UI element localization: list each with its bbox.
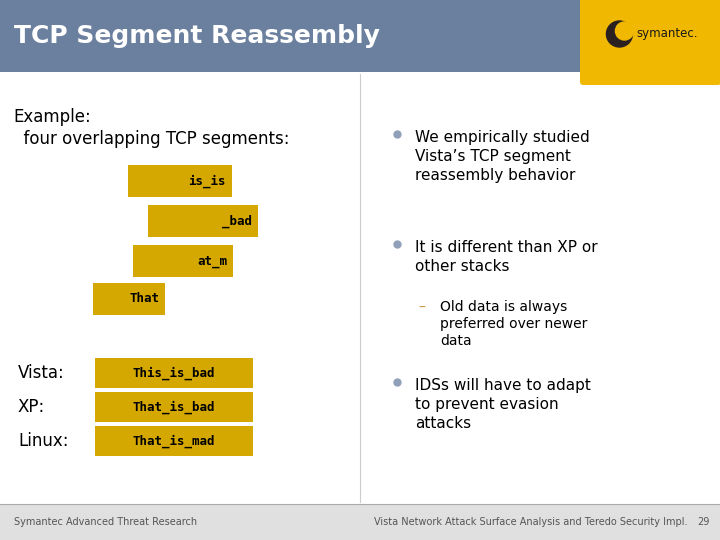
Bar [95,426,253,456]
Text: to prevent evasion: to prevent evasion [415,397,559,412]
Text: four overlapping TCP segments:: four overlapping TCP segments: [13,130,289,148]
Text: –: – [418,301,425,315]
Text: Vista Network Attack Surface Analysis and Teredo Security Impl.: Vista Network Attack Surface Analysis an… [374,517,688,527]
Text: symantec.: symantec. [636,28,698,40]
Text: That_is_bad: That_is_bad [132,400,215,414]
Bar [93,283,165,315]
Text: This_is_bad: This_is_bad [132,366,215,380]
Circle shape [616,22,634,40]
Text: attacks: attacks [415,416,471,431]
Bar [95,392,253,422]
Bar [0,0,720,72]
Bar [95,358,253,388]
Text: Old data is always: Old data is always [440,300,567,314]
Text: That: That [129,293,159,306]
Bar [0,504,720,540]
Text: preferred over newer: preferred over newer [440,317,588,331]
Text: reassembly behavior: reassembly behavior [415,168,575,183]
Bar [148,205,258,237]
Bar [133,245,233,277]
Text: Vista’s TCP segment: Vista’s TCP segment [415,149,571,164]
Text: at_m: at_m [197,254,227,267]
Text: Example:: Example: [13,108,91,126]
Text: That_is_mad: That_is_mad [132,434,215,448]
Bar [128,165,232,197]
Text: XP:: XP: [18,398,45,416]
Text: _bad: _bad [222,214,252,228]
Text: is_is: is_is [189,174,226,188]
Text: IDSs will have to adapt: IDSs will have to adapt [415,378,591,393]
Text: data: data [440,334,472,348]
Text: Linux:: Linux: [18,432,68,450]
Text: 29: 29 [698,517,710,527]
Text: We empirically studied: We empirically studied [415,130,590,145]
Text: other stacks: other stacks [415,259,510,274]
Text: It is different than XP or: It is different than XP or [415,240,598,255]
Text: Symantec Advanced Threat Research: Symantec Advanced Threat Research [14,517,197,527]
Text: Vista:: Vista: [18,364,65,382]
Text: TCP Segment Reassembly: TCP Segment Reassembly [14,24,380,48]
FancyBboxPatch shape [580,0,720,85]
Circle shape [606,21,632,47]
